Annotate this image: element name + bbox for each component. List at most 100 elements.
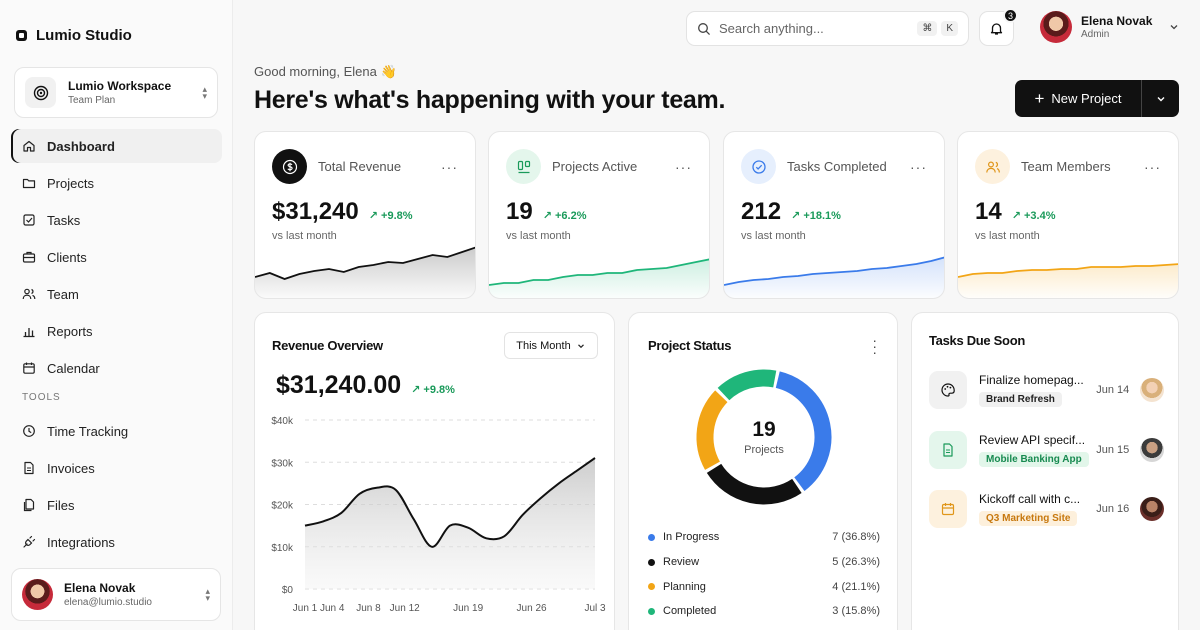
app-brand[interactable]: Lumio Studio [16, 27, 132, 44]
legend-swatch [648, 558, 655, 566]
plus-icon: + [1034, 88, 1045, 108]
notifications-button[interactable]: 3 [979, 8, 1018, 46]
task-project-tag: Mobile Banking App [979, 451, 1089, 467]
sidebar-item-tasks[interactable]: Tasks [11, 203, 222, 237]
legend-item: Completed 3 (15.8%) [648, 599, 880, 624]
task-due-date: Jun 15 [1096, 443, 1130, 456]
kanban-icon [506, 149, 541, 184]
kpi-subtext: vs last month [272, 230, 337, 242]
kpi-trend: ↗ +6.2% [542, 210, 587, 222]
avatar [22, 579, 53, 610]
legend-item: Planning 4 (21.1%) [648, 574, 880, 599]
revenue-area [305, 458, 595, 589]
more-options-icon[interactable]: ··· [1144, 158, 1161, 175]
more-options-icon[interactable]: ··· [910, 158, 927, 175]
panel-title: Project Status [648, 338, 732, 353]
revenue-chart: $40k $30k $20k $10k $0 Jun 1 Jun 4 Jun 8 Jun 12 J… [271, 416, 606, 614]
files-icon [23, 498, 35, 512]
search-input[interactable] [719, 21, 914, 36]
sidebar-item-reports[interactable]: Reports [11, 314, 222, 348]
task-due-date: Jun 14 [1096, 383, 1130, 396]
sparkline-area [724, 257, 944, 298]
users-icon [22, 288, 36, 300]
checkbox-icon [23, 214, 35, 226]
period-select[interactable]: This Month [504, 332, 598, 359]
greeting: Good morning, Elena 👋 [254, 64, 397, 79]
kpi-sparkline [958, 263, 1178, 298]
new-project-button[interactable]: + New Project [1015, 80, 1142, 117]
revenue-line [304, 457, 596, 548]
file-text-icon [24, 461, 34, 475]
sidebar-nav: Dashboard Projects Tasks Clients Team Re… [11, 129, 222, 562]
sidebar-item-dashboard[interactable]: Dashboard [11, 129, 222, 163]
workspace-switcher[interactable]: Lumio Workspace Team Plan ▴ ▾ [14, 67, 218, 118]
x-tick-label: Jun 1 [293, 603, 318, 614]
task-item[interactable]: Review API specif... Mobile Banking App … [929, 427, 1164, 472]
chevron-up-down-icon: ▴ ▾ [202, 83, 207, 101]
search-bar[interactable]: ⌘ K [686, 11, 969, 46]
task-item[interactable]: Kickoff call with c... Q3 Marketing Site… [929, 486, 1164, 531]
sidebar-item-label: Dashboard [47, 138, 115, 154]
user-name: Elena Novak [64, 581, 136, 595]
dollar-icon [272, 149, 307, 184]
more-options-icon[interactable]: ··· [441, 158, 458, 175]
period-select-value: This Month [516, 339, 571, 352]
arrow-up-right-icon: ↗ [542, 210, 552, 222]
clock-icon [23, 425, 35, 437]
sidebar-item-team[interactable]: Team [11, 277, 222, 311]
sidebar-item-label: Calendar [47, 360, 100, 376]
arrow-up-right-icon: ↗ [411, 384, 421, 396]
legend-item: Review 5 (26.3%) [648, 550, 880, 575]
shortcut-key-k: K [941, 21, 958, 36]
sidebar-item-time-tracking[interactable]: Time Tracking [11, 414, 222, 448]
new-project-label: New Project [1051, 91, 1122, 106]
sparkline-line [958, 263, 1178, 278]
page-title: Here's what's happening with your team. [254, 86, 726, 114]
sidebar-item-projects[interactable]: Projects [11, 166, 222, 200]
task-title: Review API specif... [979, 432, 1086, 447]
sidebar-item-clients[interactable]: Clients [11, 240, 222, 274]
user-account-switcher[interactable]: Elena Novak elena@lumio.studio ▴ ▾ [11, 568, 221, 621]
tools-heading: TOOLS [22, 392, 61, 403]
bell-icon [990, 23, 1003, 35]
x-tick-label: Jun 12 [390, 603, 420, 614]
sidebar-item-label: Invoices [47, 460, 95, 476]
project-status-donut [696, 369, 832, 505]
check-circle-icon [741, 149, 776, 184]
task-project-tag: Q3 Marketing Site [979, 510, 1078, 526]
sidebar-item-integrations[interactable]: Integrations [11, 525, 222, 559]
more-vertical-icon[interactable]: · · · [872, 332, 877, 360]
new-project-dropdown-button[interactable] [1142, 80, 1179, 117]
task-item[interactable]: Finalize homepag... Brand Refresh Jun 14 [929, 367, 1164, 412]
status-legend: In Progress 7 (36.8%) Review 5 (26.3%) P… [648, 525, 880, 624]
sidebar-item-label: Time Tracking [47, 423, 129, 439]
sidebar-item-label: Projects [47, 175, 94, 191]
workspace-name: Lumio Workspace [68, 79, 172, 93]
arrow-up-right-icon: ↗ [368, 210, 378, 222]
kpi-card-projects: Projects Active ··· 19 ↗ +6.2% vs last m… [488, 131, 710, 299]
y-tick-label: $30k [271, 458, 294, 469]
users-icon [975, 149, 1010, 184]
user-email: elena@lumio.studio [64, 597, 152, 608]
assignee-avatar [1140, 377, 1164, 402]
kpi-label: Total Revenue [318, 159, 402, 174]
y-tick-label: $0 [282, 585, 294, 596]
donut-total: 19 [752, 418, 776, 441]
more-options-icon[interactable]: ··· [675, 158, 692, 175]
sidebar-item-label: Files [47, 497, 75, 513]
profile-menu[interactable]: Elena Novak Admin [1040, 11, 1180, 43]
kpi-trend: ↗ +18.1% [791, 210, 841, 222]
kpi-value: 14 [975, 198, 1002, 225]
legend-swatch [648, 583, 655, 591]
sidebar-item-label: Reports [47, 323, 93, 339]
new-project-split-button: + New Project [1015, 80, 1179, 117]
sidebar-item-invoices[interactable]: Invoices [11, 451, 222, 485]
task-title: Finalize homepag... [979, 372, 1084, 387]
sidebar-item-calendar[interactable]: Calendar [11, 351, 222, 385]
target-icon [25, 77, 56, 108]
x-tick-label: Jun 4 [320, 603, 345, 614]
sparkline-line [724, 256, 944, 286]
sidebar-item-files[interactable]: Files [11, 488, 222, 522]
sparkline-area [958, 264, 1178, 298]
avatar [1040, 11, 1072, 43]
